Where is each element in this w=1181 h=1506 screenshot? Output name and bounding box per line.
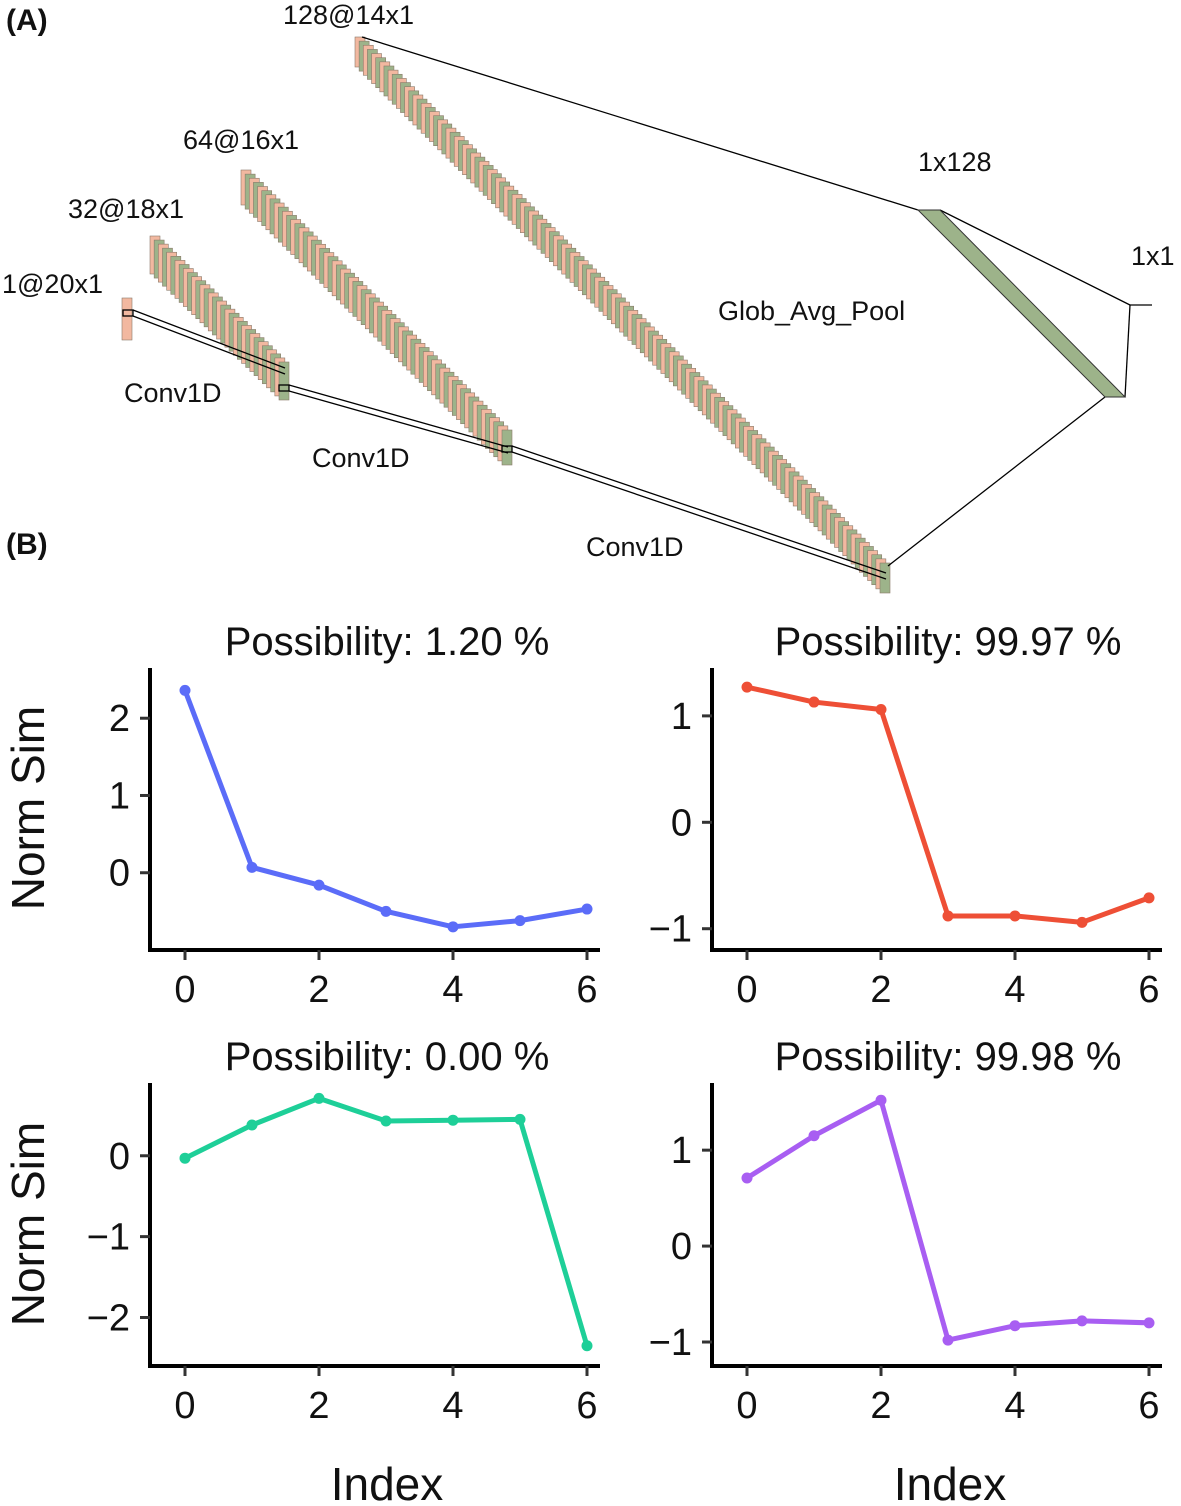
data-point	[1009, 910, 1021, 922]
y-tick-label: 0	[671, 1226, 692, 1268]
x-tick-label: 4	[442, 1385, 463, 1427]
panel-label-b: (B)	[6, 528, 48, 561]
chart-bottom-left: Possibility: 0.00 % Norm Sim Index 0 2 4 6 −…	[2, 1035, 600, 1506]
x-tick-label: 2	[308, 969, 329, 1011]
series-line	[182, 689, 588, 930]
op-label-conv2: Conv1D	[312, 443, 410, 473]
x-tick-label: 4	[1004, 969, 1025, 1011]
kernel-box	[278, 384, 290, 392]
x-tick-label: 2	[308, 1385, 329, 1427]
data-point	[447, 1114, 459, 1126]
chart-title: Possibility: 0.00 %	[225, 1035, 550, 1079]
y-tick-label: 1	[671, 696, 692, 738]
op-label-conv1: Conv1D	[124, 378, 222, 408]
y-tick-label: −1	[87, 1217, 130, 1259]
data-point	[514, 915, 526, 927]
data-point	[514, 1113, 526, 1125]
connection-lines	[122, 36, 1152, 580]
x-tick-label: 0	[174, 969, 195, 1011]
x-axis-label: Index	[331, 1458, 444, 1506]
kernel-box	[122, 309, 134, 317]
y-tick-label: 1	[109, 775, 130, 817]
data-point	[875, 704, 887, 716]
chart-bottom-right: Possibility: 99.98 % Index 0 2 4 6 −1 0 1	[649, 1035, 1162, 1506]
x-tick-label: 0	[736, 969, 757, 1011]
feature-map	[278, 361, 290, 401]
series-line	[183, 1095, 590, 1347]
data-point	[942, 910, 954, 922]
y-tick-label: −1	[649, 909, 692, 951]
data-point	[313, 1092, 325, 1104]
data-point	[581, 903, 593, 915]
cnn-architecture-diagram: 1@20x1 32@18x1 64@16x1 128@14x1 1x128 1x…	[2, 0, 1175, 594]
data-point	[313, 879, 325, 891]
chart-title: Possibility: 99.98 %	[775, 1035, 1122, 1079]
data-point	[380, 1115, 392, 1127]
x-tick-label: 6	[576, 1385, 597, 1427]
x-tick-label: 6	[576, 969, 597, 1011]
chart-top-left: Possibility: 1.20 % Norm Sim 0 2 4 6 0 1 2	[2, 620, 600, 1011]
data-point	[1009, 1320, 1021, 1332]
feature-map-stack	[240, 169, 513, 466]
feature-map-stack	[149, 235, 290, 401]
data-point	[246, 1119, 258, 1131]
layer-label-input: 1@20x1	[2, 269, 103, 299]
x-tick-label: 0	[736, 1385, 757, 1427]
layer-label-conv1: 32@18x1	[68, 194, 184, 224]
x-tick-label: 2	[870, 969, 891, 1011]
data-point	[179, 1152, 191, 1164]
data-point	[179, 684, 191, 696]
y-tick-label: 0	[109, 1136, 130, 1178]
data-point	[808, 696, 820, 708]
data-point	[246, 861, 258, 873]
x-tick-label: 4	[442, 969, 463, 1011]
y-tick-label: 1	[671, 1130, 692, 1172]
x-tick-label: 2	[870, 1385, 891, 1427]
y-tick-label: 0	[109, 853, 130, 895]
layer-label-conv3: 128@14x1	[283, 0, 414, 30]
x-tick-label: 6	[1138, 969, 1159, 1011]
op-label-conv3: Conv1D	[586, 532, 684, 562]
layer-label-conv2: 64@16x1	[183, 125, 299, 155]
kernel-box	[501, 445, 513, 453]
series-line	[746, 684, 1150, 925]
data-point	[741, 1172, 753, 1184]
data-point	[942, 1334, 954, 1346]
y-tick-label: −1	[649, 1322, 692, 1364]
data-point	[1076, 1315, 1088, 1327]
data-point	[447, 921, 459, 933]
panel-label-a: (A)	[6, 4, 48, 37]
feature-map-stack	[121, 297, 133, 341]
data-point	[581, 1340, 593, 1352]
feature-map	[501, 429, 513, 466]
layer-label-pool: 1x128	[918, 147, 992, 177]
series-line	[745, 1097, 1150, 1343]
op-label-pool: Glob_Avg_Pool	[718, 296, 905, 326]
feature-map	[121, 297, 133, 341]
y-axis-label: Norm Sim	[2, 1122, 54, 1326]
dense-vector-1x128	[916, 209, 1127, 398]
layer-label-output: 1x1	[1131, 241, 1175, 271]
y-tick-label: −2	[87, 1297, 130, 1339]
chart-title: Possibility: 1.20 %	[225, 620, 550, 664]
y-tick-label: 2	[109, 698, 130, 740]
data-point	[380, 905, 392, 917]
data-point	[875, 1094, 887, 1106]
y-axis-label: Norm Sim	[2, 706, 54, 910]
chart-top-right: Possibility: 99.97 % 0 2 4 6 −1 0 1	[649, 620, 1162, 1011]
x-tick-label: 4	[1004, 1385, 1025, 1427]
y-tick-label: 0	[671, 802, 692, 844]
data-point	[808, 1130, 820, 1142]
data-point	[741, 681, 753, 693]
data-point	[1143, 892, 1155, 904]
x-tick-label: 6	[1138, 1385, 1159, 1427]
chart-title: Possibility: 99.97 %	[775, 620, 1122, 664]
x-tick-label: 0	[174, 1385, 195, 1427]
data-point	[1143, 1317, 1155, 1329]
x-axis-label: Index	[894, 1458, 1007, 1506]
data-point	[1076, 916, 1088, 928]
